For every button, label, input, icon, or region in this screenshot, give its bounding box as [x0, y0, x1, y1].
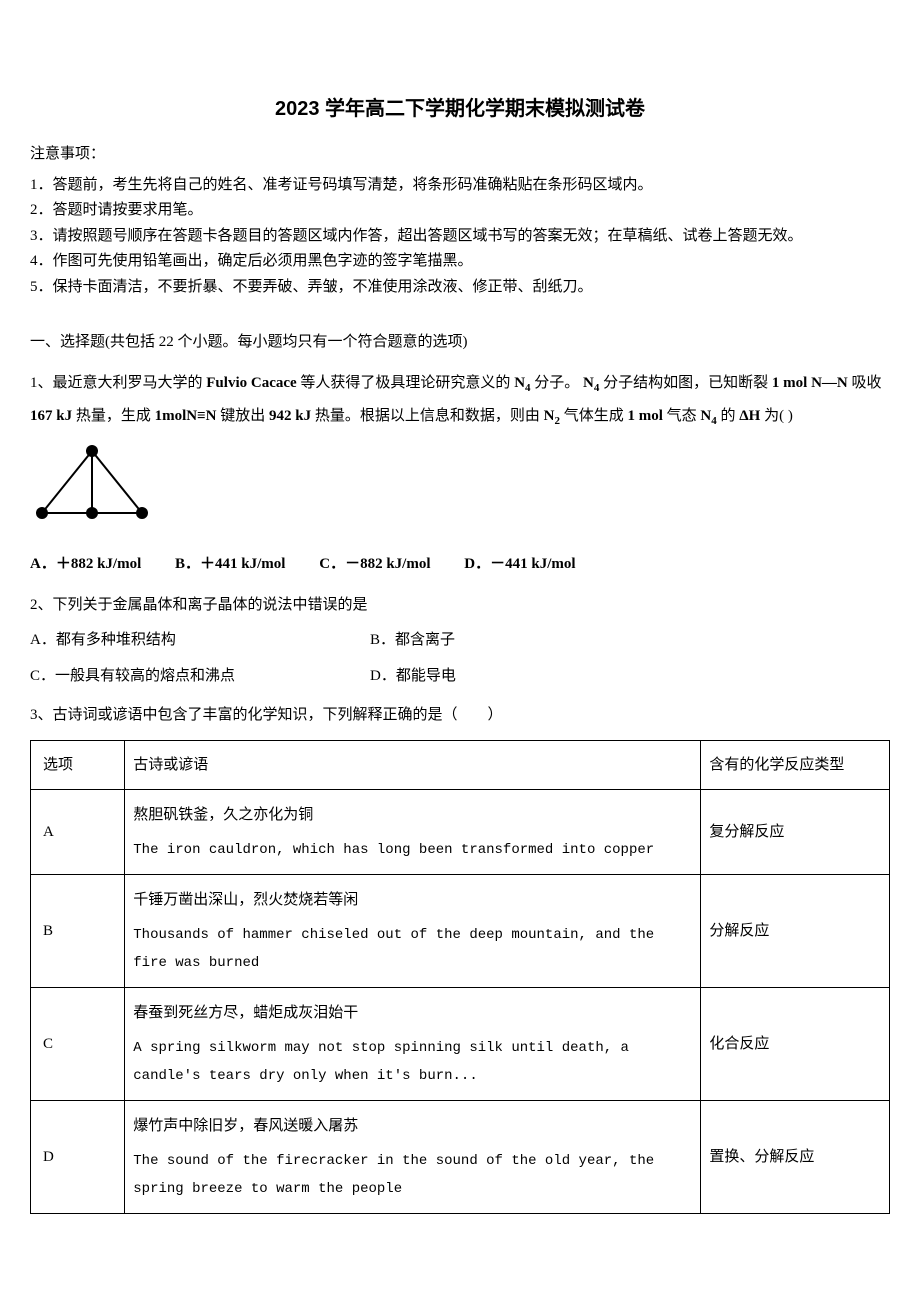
notice-item: 2．答题时请按要求用笔。	[30, 198, 890, 224]
question-1: 1、最近意大利罗马大学的 Fulvio Cacace 等人获得了极具理论研究意义…	[30, 367, 890, 433]
q1-option-a-text: ＋882 kJ/mol	[56, 556, 141, 572]
notice-header: 注意事项：	[30, 140, 890, 169]
row-b-opt: B	[31, 875, 125, 988]
notice-item: 5．保持卡面清洁，不要折暴、不要弄破、弄皱，不准使用涂改液、修正带、刮纸刀。	[30, 275, 890, 301]
q1-segment: N	[514, 375, 525, 391]
q1-option-b-text: ＋441 kJ/mol	[200, 556, 285, 572]
row-d-type: 置换、分解反应	[701, 1101, 890, 1214]
question-3: 3、古诗词或谚语中包含了丰富的化学知识，下列解释正确的是（ ）	[30, 699, 890, 732]
q1-segment: 1 mol	[627, 408, 662, 424]
table-row: A 熬胆矾铁釜，久之亦化为铜 The iron cauldron, which …	[31, 790, 890, 875]
q1-option-c-text: －882 kJ/mol	[345, 556, 430, 572]
row-c-poem: 春蚕到死丝方尽，蜡炬成灰泪始干 A spring silkworm may no…	[125, 988, 701, 1101]
q1-segment: 分子。	[531, 375, 584, 391]
notice-item: 1．答题前，考生先将自己的姓名、准考证号码填写清楚，将条形码准确粘贴在条形码区域…	[30, 173, 890, 199]
q1-segment: N	[700, 408, 711, 424]
row-d-en: The sound of the firecracker in the soun…	[133, 1147, 692, 1203]
q2-options: A．都有多种堆积结构 B．都含离子 C．一般具有较高的熔点和沸点 D．都能导电	[30, 626, 890, 691]
row-c-en: A spring silkworm may not stop spinning …	[133, 1034, 692, 1090]
q1-segment: 热量。根据以上信息和数据，则由	[311, 408, 544, 424]
table-row: B 千锤万凿出深山，烈火焚烧若等闲 Thousands of hammer ch…	[31, 875, 890, 988]
row-b-poem: 千锤万凿出深山，烈火焚烧若等闲 Thousands of hammer chis…	[125, 875, 701, 988]
section-title: 一、选择题(共包括 22 个小题。每小题均只有一个符合题意的选项)	[30, 328, 890, 357]
q1-segment: 1molN≡N	[155, 408, 217, 424]
q1-segment: 气体生成	[560, 408, 628, 424]
row-c-cn: 春蚕到死丝方尽，蜡炬成灰泪始干	[133, 998, 692, 1028]
row-a-cn: 熬胆矾铁釜，久之亦化为铜	[133, 800, 692, 830]
q1-segment: 942 kJ	[269, 408, 311, 424]
n4-molecule-svg	[30, 443, 155, 528]
q3-table: 选项 古诗或谚语 含有的化学反应类型 A 熬胆矾铁釜，久之亦化为铜 The ir…	[30, 740, 890, 1215]
q2-option-d: D．都能导电	[370, 662, 456, 691]
q1-segment: 等人获得了极具理论研究意义的	[297, 375, 515, 391]
q1-option-b: B．＋441 kJ/mol	[175, 550, 285, 579]
q1-segment: N	[583, 375, 594, 391]
q1-segment: 吸收	[848, 375, 882, 391]
row-a-poem: 熬胆矾铁釜，久之亦化为铜 The iron cauldron, which ha…	[125, 790, 701, 875]
q1-segment: 气态	[663, 408, 701, 424]
th-type: 含有的化学反应类型	[701, 740, 890, 790]
q2-option-d-text: 都能导电	[396, 668, 456, 684]
q1-segment: 热量，生成	[72, 408, 155, 424]
q2-option-a-text: 都有多种堆积结构	[56, 632, 176, 648]
q1-option-a: A．＋882 kJ/mol	[30, 550, 141, 579]
q1-segment: 1 mol N—N	[772, 375, 848, 391]
th-poem: 古诗或谚语	[125, 740, 701, 790]
q1-option-d: D．－441 kJ/mol	[464, 550, 575, 579]
notice-block: 注意事项： 1．答题前，考生先将自己的姓名、准考证号码填写清楚，将条形码准确粘贴…	[30, 140, 890, 300]
q2-option-c-text: 一般具有较高的熔点和沸点	[55, 668, 235, 684]
table-header-row: 选项 古诗或谚语 含有的化学反应类型	[31, 740, 890, 790]
q1-option-d-text: －441 kJ/mol	[490, 556, 575, 572]
row-c-opt: C	[31, 988, 125, 1101]
q1-segment: 的	[717, 408, 740, 424]
row-a-opt: A	[31, 790, 125, 875]
q1-segment: ΔH	[739, 408, 760, 424]
row-d-poem: 爆竹声中除旧岁，春风送暖入屠苏 The sound of the firecra…	[125, 1101, 701, 1214]
row-d-cn: 爆竹声中除旧岁，春风送暖入屠苏	[133, 1111, 692, 1141]
q1-segment: 分子结构如图，已知断裂	[599, 375, 772, 391]
question-2: 2、下列关于金属晶体和离子晶体的说法中错误的是	[30, 589, 890, 622]
row-b-en: Thousands of hammer chiseled out of the …	[133, 921, 692, 977]
table-row: C 春蚕到死丝方尽，蜡炬成灰泪始干 A spring silkworm may …	[31, 988, 890, 1101]
row-a-en: The iron cauldron, which has long been t…	[133, 836, 692, 864]
q1-segment: 键放出	[216, 408, 269, 424]
q1-segment: 为( )	[760, 408, 793, 424]
q2-option-b-text: 都含离子	[395, 632, 455, 648]
q2-option-a: A．都有多种堆积结构	[30, 626, 370, 655]
row-a-type: 复分解反应	[701, 790, 890, 875]
q1-options: A．＋882 kJ/mol B．＋441 kJ/mol C．－882 kJ/mo…	[30, 550, 890, 579]
row-b-type: 分解反应	[701, 875, 890, 988]
q2-option-c: C．一般具有较高的熔点和沸点	[30, 662, 370, 691]
table-row: D 爆竹声中除旧岁，春风送暖入屠苏 The sound of the firec…	[31, 1101, 890, 1214]
q1-segment: N	[544, 408, 555, 424]
q1-segment: 167 kJ	[30, 408, 72, 424]
q1-segment: Fulvio Cacace	[206, 375, 296, 391]
q1-option-c: C．－882 kJ/mol	[319, 550, 430, 579]
row-b-cn: 千锤万凿出深山，烈火焚烧若等闲	[133, 885, 692, 915]
row-c-type: 化合反应	[701, 988, 890, 1101]
molecule-diagram	[30, 443, 890, 539]
notice-item: 3．请按照题号顺序在答题卡各题目的答题区域内作答，超出答题区域书写的答案无效；在…	[30, 224, 890, 250]
notice-item: 4．作图可先使用铅笔画出，确定后必须用黑色字迹的签字笔描黑。	[30, 249, 890, 275]
page-title: 2023 学年高二下学期化学期末模拟测试卷	[30, 90, 890, 128]
q2-option-b: B．都含离子	[370, 626, 455, 655]
q1-segment: 1、最近意大利罗马大学的	[30, 375, 206, 391]
row-d-opt: D	[31, 1101, 125, 1214]
th-option: 选项	[31, 740, 125, 790]
